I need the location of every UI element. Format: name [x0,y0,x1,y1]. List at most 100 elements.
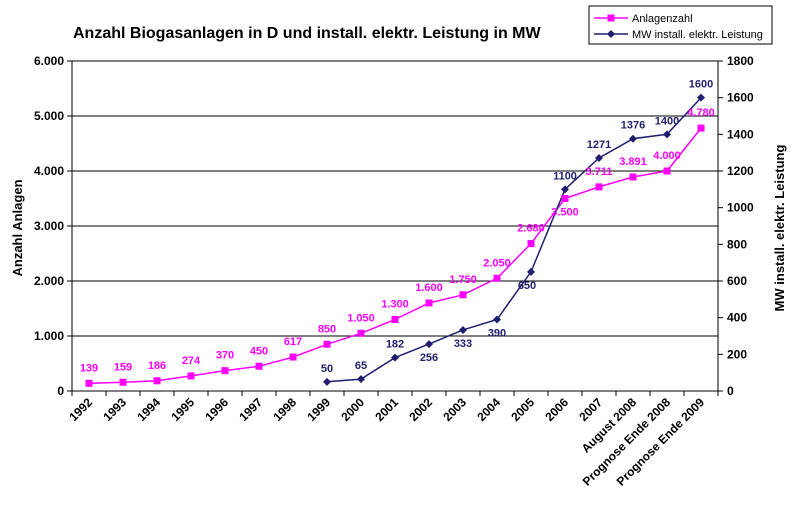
data-label-anlagenzahl: 2.680 [517,223,545,235]
data-label-anlagenzahl: 370 [216,350,234,362]
legend-label-mw: MW install. elektr. Leistung [632,29,763,41]
legend-box [588,5,773,45]
data-label-mw: 50 [321,363,333,375]
data-label-mw: 1400 [655,115,679,127]
data-point-anlagenzahl [289,353,297,361]
data-label-mw: 1100 [553,170,577,182]
data-label-mw: 182 [386,339,404,351]
y-tick-label: 3.000 [34,219,64,233]
data-point-mw [527,267,535,276]
data-point-anlagenzahl [629,173,637,181]
data-point-mw [323,377,331,386]
gridlines [72,60,718,337]
data-point-anlagenzahl [119,378,127,386]
data-point-mw [697,93,705,102]
data-label-anlagenzahl: 617 [284,336,302,348]
data-label-anlagenzahl: 4.000 [653,150,681,162]
data-point-anlagenzahl [153,377,161,385]
data-label-anlagenzahl: 274 [182,355,201,367]
data-point-mw [493,315,501,324]
x-tick-label: 2006 [542,395,571,424]
data-label-anlagenzahl: 1.600 [415,282,443,294]
y2-tick-label: 800 [727,237,747,251]
y2-tick-label: 1400 [727,127,754,141]
data-label-mw: 1376 [621,120,645,132]
data-point-anlagenzahl [459,291,467,299]
right-axis-ticks: 0 200 400 600 800 1000 1200 1400 1600 1800 [718,54,754,398]
y-tick-label: 4.000 [34,164,64,178]
data-label-anlagenzahl: 2.050 [483,257,511,269]
x-tick-label: 2000 [338,395,367,424]
data-point-mw [629,134,637,143]
x-tick-label: 1994 [134,395,163,424]
data-label-anlagenzahl: 4.780 [687,107,715,119]
data-label-anlagenzahl: 186 [148,360,166,372]
x-tick-label: 2002 [406,395,435,424]
y2-axis-title: MW install. elektr. Leistung [772,145,787,312]
data-label-mw: 65 [355,360,367,372]
x-tick-label: 2005 [508,395,537,424]
data-label-mw: 1271 [587,139,611,151]
x-tick-label: 1993 [100,395,129,424]
y-axis-title: Anzahl Anlagen [10,179,25,276]
data-point-mw [357,375,365,384]
x-axis-ticks: 1992 1993 1994 1995 1996 1997 1998 1999 2000 2001… [66,391,719,489]
data-point-anlagenzahl [187,372,195,380]
x-tick-label: 1998 [270,395,299,424]
legend-marker-anlagenzahl [607,14,615,22]
y-tick-label: 1.000 [34,329,64,343]
data-point-anlagenzahl [425,299,433,307]
data-point-anlagenzahl [561,195,569,202]
data-point-mw [459,325,467,334]
data-label-anlagenzahl: 1.300 [381,299,409,311]
data-point-mw [595,153,603,162]
data-point-anlagenzahl [323,340,331,348]
y2-tick-label: 1600 [727,91,754,105]
x-tick-label: 2001 [372,395,401,424]
data-point-anlagenzahl [357,329,365,337]
data-point-anlagenzahl [663,167,671,175]
data-point-anlagenzahl [697,124,705,132]
left-axis-ticks: 0 1.000 2.000 3.000 4.000 5.000 6.000 [34,54,72,398]
data-label-anlagenzahl: 159 [114,361,132,373]
series-line-mw [326,97,702,383]
y2-tick-label: 1800 [727,54,754,68]
data-point-mw [663,130,671,139]
x-tick-label: 2003 [440,395,469,424]
data-label-anlagenzahl: 850 [318,323,336,335]
data-label-mw: 256 [420,352,438,364]
data-label-anlagenzahl: 3.500 [551,207,579,219]
data-point-anlagenzahl [85,379,93,387]
chart-title: Anzahl Biogasanlagen in D und install. e… [73,25,542,42]
data-point-mw [391,353,399,362]
data-label-anlagenzahl: 3.891 [619,156,647,168]
y-tick-label: 0 [57,384,64,398]
data-label-mw: 650 [518,280,536,292]
y2-tick-label: 0 [727,384,734,398]
y-tick-label: 5.000 [34,109,64,123]
y2-tick-label: 1200 [727,164,754,178]
x-tick-label: 1995 [168,395,197,424]
legend-label-anlagenzahl: Anlagenzahl [632,13,693,25]
x-tick-label: 1992 [66,395,95,424]
x-tick-label: 1996 [202,395,231,424]
y-tick-label: 2.000 [34,274,64,288]
data-point-anlagenzahl [391,316,399,323]
y2-tick-label: 1000 [727,201,754,215]
data-point-anlagenzahl [221,367,229,375]
data-point-anlagenzahl [255,362,263,370]
data-label-anlagenzahl: 139 [80,362,98,374]
data-label-anlagenzahl: 1.750 [449,274,477,286]
data-point-anlagenzahl [595,183,603,191]
data-label-anlagenzahl: 3.711 [586,166,613,178]
data-point-mw [561,185,569,194]
x-tick-label: 1997 [236,395,265,424]
legend: Anlagenzahl MW install. elektr. Leistung [588,5,773,45]
y2-tick-label: 600 [727,274,747,288]
y2-tick-label: 200 [727,347,747,361]
x-tick-label: 1999 [304,395,333,424]
data-label-mw: 1600 [689,79,713,91]
series-markers [85,93,705,387]
data-point-anlagenzahl [527,240,535,248]
